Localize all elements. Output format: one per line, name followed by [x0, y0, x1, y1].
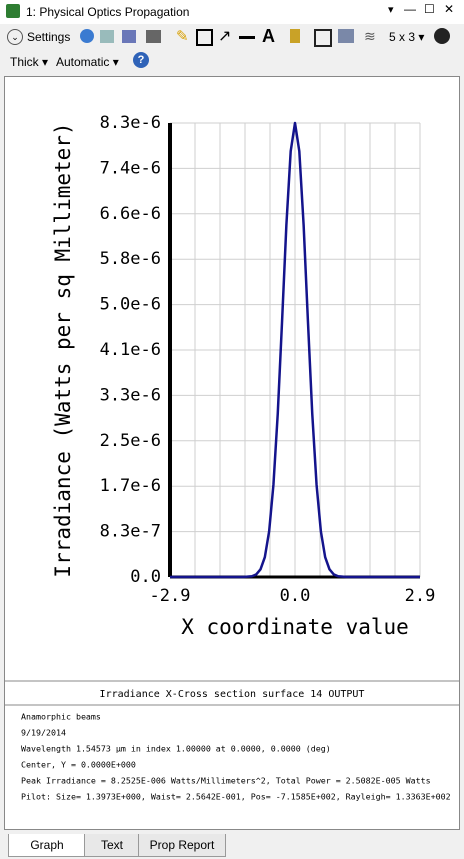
info-line: Pilot: Size= 1.3973E+000, Waist= 2.5642E… [21, 792, 451, 802]
y-tick-label: 7.4e-6 [100, 158, 161, 178]
chart: Irradiance X-Cross section surface 14 OU… [5, 113, 459, 802]
pencil-tool[interactable]: ✎ [176, 28, 189, 45]
line-width-dropdown[interactable]: Thick ▾ [10, 55, 49, 69]
y-tick-label: 5.8e-6 [100, 249, 161, 269]
refresh-button[interactable] [80, 29, 94, 43]
arrow-tool[interactable]: ↗ [218, 28, 232, 45]
maximize-button[interactable]: ☐ [424, 2, 435, 16]
toolbar-secondary: Thick ▾ Automatic ▾ ? [0, 50, 464, 72]
rectangle-tool[interactable] [196, 29, 213, 46]
graph-panel: Irradiance X-Cross section surface 14 OU… [4, 76, 460, 830]
power-button[interactable] [434, 28, 450, 44]
print-button[interactable] [146, 30, 161, 43]
info-line: Center, Y = 0.0000E+000 [21, 760, 136, 770]
zoom-button[interactable] [314, 29, 332, 47]
x-axis-label: X coordinate value [181, 615, 409, 639]
text-tool[interactable]: A [262, 26, 275, 46]
close-button[interactable]: ✕ [444, 2, 455, 16]
x-tick-label: 2.9 [405, 586, 436, 606]
minimize-button[interactable]: — [404, 2, 416, 16]
toolbar: ⌄ Settings ✎ ↗ A ≋ 5 x 3 ▾ [0, 25, 464, 49]
tab-bar: Graph Text Prop Report [0, 832, 464, 859]
line-tool[interactable] [239, 36, 255, 39]
data-line [170, 121, 420, 579]
title-bar: 1: Physical Optics Propagation ▾ — ☐ ✕ [0, 0, 464, 24]
help-button[interactable]: ? [133, 52, 149, 68]
info-line: 9/19/2014 [21, 728, 66, 738]
x-tick-label: -2.9 [150, 586, 191, 606]
y-tick-label: 5.0e-6 [100, 295, 161, 315]
y-tick-label: 8.3e-7 [100, 522, 161, 542]
y-tick-label: 1.7e-6 [100, 476, 161, 496]
graph-caption: Irradiance X-Cross section surface 14 OU… [100, 689, 365, 700]
y-axis-label: Irradiance (Watts per sq Millimeter) [51, 122, 75, 577]
y-tick-label: 4.1e-6 [100, 340, 161, 360]
info-line: Anamorphic beams [21, 712, 101, 722]
settings-expand[interactable]: ⌄ [7, 29, 23, 45]
y-tick-label: 6.6e-6 [100, 204, 161, 224]
tab[interactable]: Prop Report [138, 834, 226, 857]
scale-value: Automatic [56, 55, 110, 69]
scale-dropdown[interactable]: Automatic ▾ [56, 55, 119, 69]
app-icon [6, 4, 20, 18]
y-tick-label: 0.0 [130, 567, 161, 587]
layout-dropdown[interactable]: 5 x 3 ▾ [389, 30, 425, 44]
copy-button[interactable] [100, 30, 114, 43]
window-button[interactable] [338, 29, 354, 43]
settings-button[interactable]: Settings [27, 30, 71, 44]
y-tick-label: 8.3e-6 [100, 113, 161, 133]
y-tick-label: 2.5e-6 [100, 431, 161, 451]
layers-button[interactable]: ≋ [364, 28, 376, 44]
line-width-value: Thick [10, 55, 39, 69]
window-title: 1: Physical Optics Propagation [26, 5, 190, 19]
x-tick-label: 0.0 [280, 586, 311, 606]
tab[interactable]: Text [84, 834, 140, 857]
info-line: Peak Irradiance = 8.2525E-006 Watts/Mill… [21, 776, 431, 786]
info-line: Wavelength 1.54573 µm in index 1.00000 a… [21, 744, 331, 754]
lock-button[interactable] [290, 29, 300, 43]
tab[interactable]: Graph [8, 834, 86, 857]
save-button[interactable] [122, 30, 136, 43]
pin-button[interactable]: ▾ [388, 4, 394, 16]
y-tick-label: 3.3e-6 [100, 385, 161, 405]
layout-value: 5 x 3 [389, 30, 416, 44]
